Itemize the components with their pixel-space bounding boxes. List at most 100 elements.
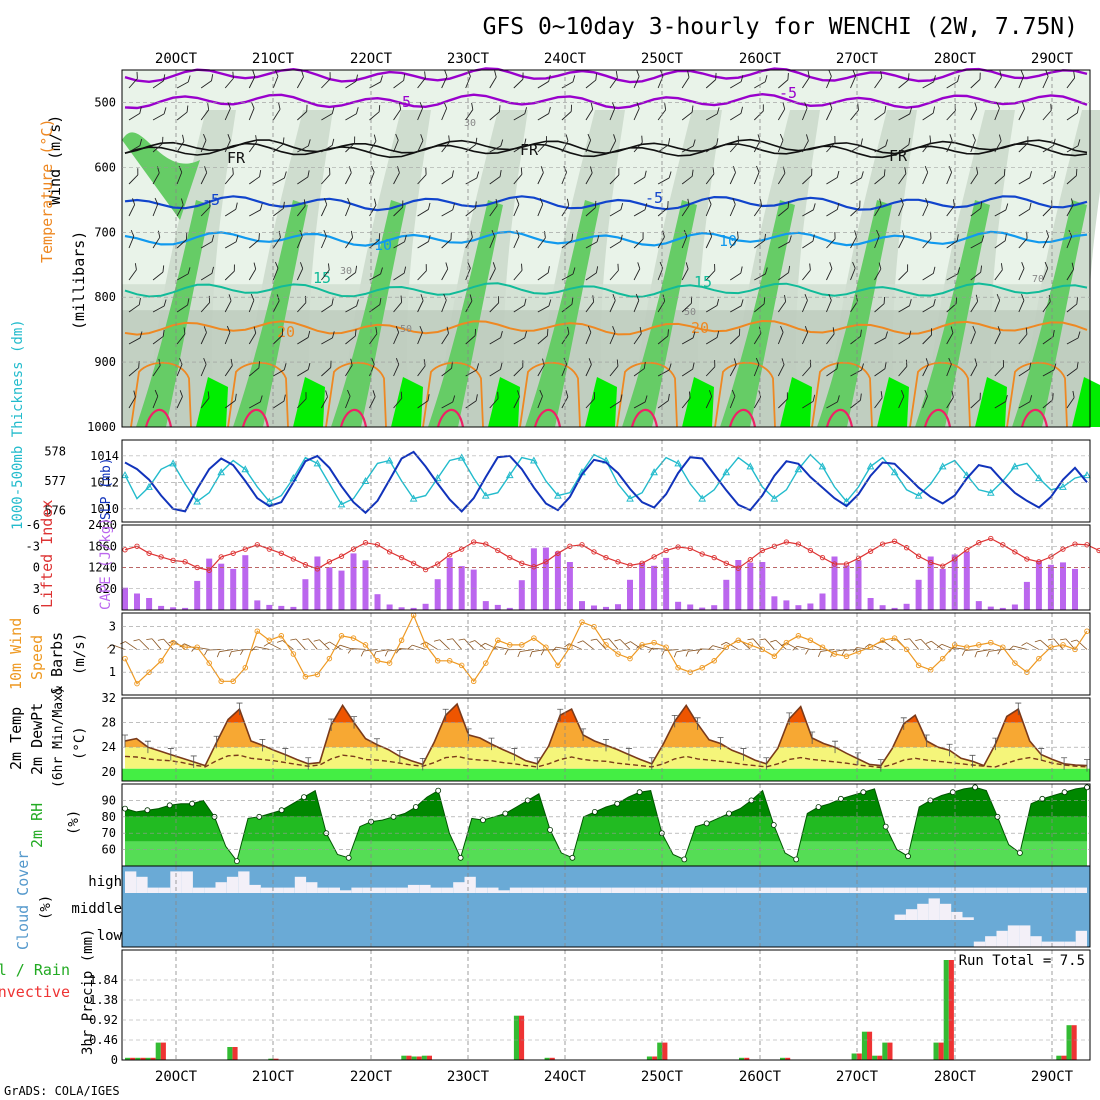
wind-barb bbox=[248, 326, 257, 345]
li-point bbox=[531, 564, 537, 570]
precip-total-bar bbox=[145, 1057, 151, 1060]
wind-barb bbox=[513, 167, 523, 185]
thickness-point bbox=[433, 474, 442, 482]
wind-barb bbox=[729, 328, 741, 345]
y-tick-slp: 1010 bbox=[90, 502, 119, 516]
wind-barb bbox=[970, 325, 976, 345]
x-tick-label-bottom: 25OCT bbox=[641, 1069, 684, 1085]
li-point bbox=[206, 567, 212, 573]
y-tick-precip: 1.38 bbox=[89, 993, 118, 1007]
li-point bbox=[410, 560, 417, 566]
wind-barb bbox=[224, 202, 238, 217]
wind-barb bbox=[850, 261, 856, 281]
y-tick-wind: 3 bbox=[109, 620, 116, 634]
wind-barb bbox=[970, 392, 981, 409]
cloud-bar bbox=[509, 887, 522, 893]
rh2m-point bbox=[1017, 850, 1023, 856]
rh-band-green bbox=[720, 200, 795, 427]
wind10-label-a: 10m Wind bbox=[7, 618, 25, 690]
cloud-bar bbox=[453, 882, 465, 893]
wind10-point bbox=[747, 642, 754, 648]
cloud-bar bbox=[317, 887, 329, 893]
cloud-bar bbox=[736, 887, 748, 893]
wind-barb bbox=[898, 330, 912, 345]
cape-bar bbox=[194, 580, 201, 610]
wind10-point bbox=[915, 662, 922, 669]
wind10-point bbox=[651, 639, 657, 646]
cape-bar bbox=[927, 556, 934, 610]
y-tick-li: -3 bbox=[26, 539, 40, 553]
wind-barb bbox=[417, 167, 427, 185]
temp-contour-25 bbox=[714, 361, 776, 428]
wind10-barb bbox=[614, 639, 631, 650]
cloud-bar bbox=[249, 884, 261, 893]
x-tick-label-top: 29OCT bbox=[1031, 51, 1074, 67]
wind-barb bbox=[561, 267, 576, 281]
precip-total-bar bbox=[227, 1047, 233, 1060]
upper-mb-label: (millibars) bbox=[70, 231, 88, 330]
cape-bar bbox=[963, 551, 970, 610]
y-tick-wind: 2 bbox=[109, 642, 116, 656]
cloud-bar bbox=[838, 887, 850, 893]
y-tick-li: -6 bbox=[26, 518, 40, 532]
li-point bbox=[1060, 546, 1066, 552]
thickness-point bbox=[842, 497, 851, 505]
wind-barb bbox=[248, 70, 256, 89]
t2m-minmax bbox=[419, 758, 426, 771]
wind10-point bbox=[531, 635, 537, 641]
cape-bar bbox=[867, 598, 874, 610]
temp-contour-30 bbox=[1020, 408, 1049, 428]
cloud-bar bbox=[656, 887, 669, 893]
cape-bar bbox=[434, 579, 441, 610]
wind-barb bbox=[754, 233, 767, 249]
cape-bar bbox=[554, 551, 561, 610]
contour-label: -5 bbox=[393, 93, 411, 111]
wind-barb bbox=[898, 230, 905, 249]
wind10-point bbox=[350, 635, 357, 641]
cape-bar bbox=[675, 601, 682, 610]
y-tick-li: 6 bbox=[33, 603, 40, 617]
wind-barb bbox=[802, 394, 816, 409]
wind-barb bbox=[417, 264, 427, 281]
wind-barb bbox=[657, 329, 669, 345]
li-point bbox=[122, 547, 128, 553]
rh2m-point bbox=[905, 853, 911, 860]
wind-barb bbox=[1066, 262, 1075, 281]
wind10-barb bbox=[720, 641, 739, 650]
wind10-point bbox=[843, 653, 850, 660]
wind-barb bbox=[489, 105, 501, 121]
wind10-point bbox=[458, 662, 465, 669]
t2m-minmax bbox=[328, 718, 335, 732]
wind-barb bbox=[489, 391, 499, 409]
wind10-point bbox=[879, 637, 886, 644]
x-tick-label-bottom: 26OCT bbox=[739, 1069, 782, 1085]
wind-barb bbox=[296, 262, 304, 281]
cloud-level-label: middle bbox=[71, 901, 122, 917]
cloud-bar bbox=[374, 887, 386, 893]
wind-barb bbox=[777, 166, 786, 185]
wind-barb bbox=[369, 105, 381, 121]
precip-run-total: Run Total = 7.5 bbox=[959, 953, 1085, 969]
wind-barb bbox=[489, 296, 500, 313]
wind10-barb bbox=[313, 639, 330, 650]
wind-barb bbox=[200, 326, 207, 345]
precip-units: 3hr Precip (mm) bbox=[80, 929, 96, 1055]
wind-barb bbox=[393, 358, 400, 377]
precip-conv-bar bbox=[867, 1031, 873, 1060]
wind-barb bbox=[537, 266, 550, 281]
thickness-point bbox=[698, 494, 707, 502]
wind-barb bbox=[537, 197, 544, 217]
thickness-point bbox=[554, 491, 562, 499]
wind-barb bbox=[994, 394, 1008, 409]
wind-barb bbox=[417, 234, 431, 249]
wind-barb bbox=[128, 71, 138, 89]
wind-barb bbox=[585, 166, 593, 185]
wind-barb bbox=[128, 106, 142, 121]
wind-barb bbox=[681, 391, 691, 409]
wind-barb bbox=[441, 232, 452, 249]
wind-barb bbox=[152, 136, 164, 153]
wind-barb bbox=[946, 134, 953, 153]
wind-barb bbox=[994, 101, 1000, 121]
wind10-barb bbox=[120, 641, 138, 650]
li-point bbox=[747, 557, 753, 563]
